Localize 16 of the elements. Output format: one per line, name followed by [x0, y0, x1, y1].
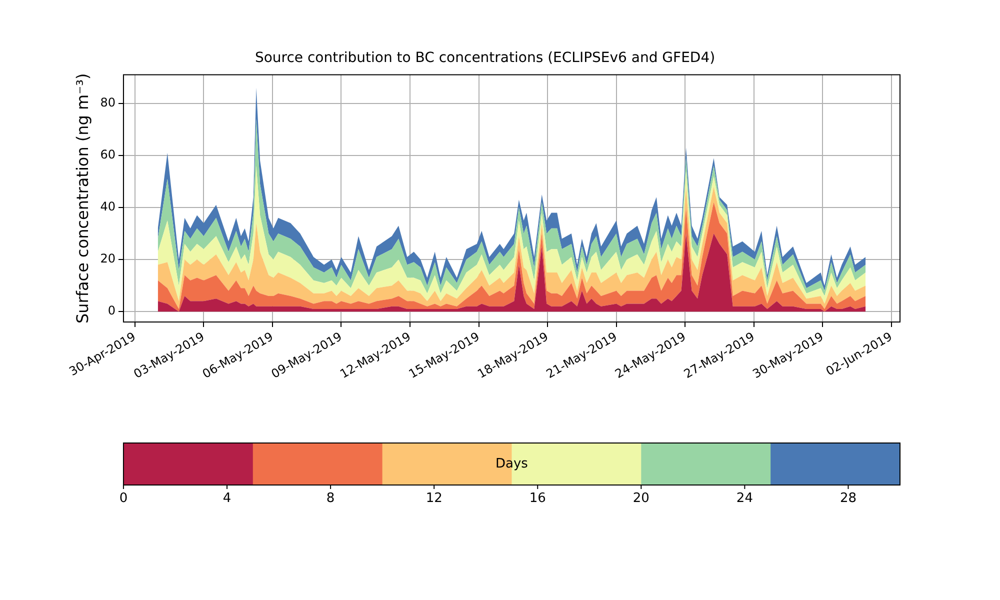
y-tick-label: 80	[100, 96, 116, 110]
color-bar-label: 20	[632, 490, 650, 506]
chart-title: Source contribution to BC concentrations (ECLIPSEv6 and GFED4)	[254, 50, 716, 66]
y-tick-label: 60	[100, 148, 116, 162]
y-tick-label: 40	[100, 200, 116, 214]
color-bar-label: 28	[840, 490, 857, 506]
color-bar-title: Days	[496, 456, 528, 472]
color-bar-label: 24	[736, 490, 753, 506]
color-bar-label: 4	[222, 490, 232, 506]
color-bar-label: 8	[326, 490, 335, 506]
color-bar-label: 12	[426, 490, 442, 506]
color-bar-label: 0	[119, 490, 128, 506]
color-bar-label: 16	[529, 490, 546, 506]
y-tick-label: 0	[108, 304, 116, 318]
y-axis-title: Surface concentration (ng m⁻³)	[72, 73, 92, 324]
y-tick-label: 20	[100, 252, 116, 266]
